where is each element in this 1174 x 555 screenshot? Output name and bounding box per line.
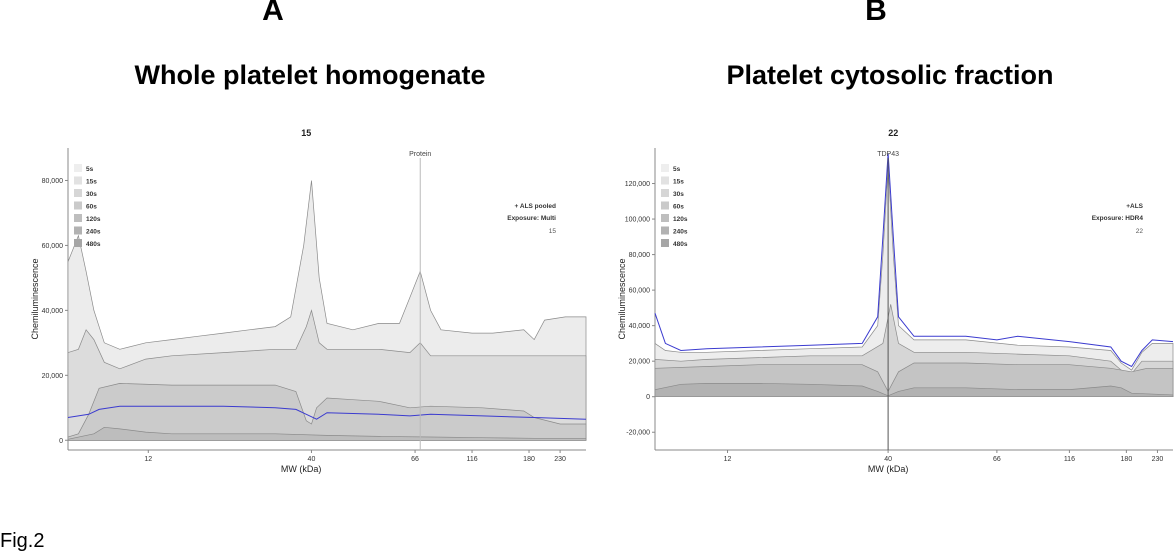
chart-title: 22 xyxy=(888,128,898,138)
y-tick-label: -20,000 xyxy=(626,430,650,437)
y-tick-label: 20,000 xyxy=(42,373,64,380)
panel-letter-a: A xyxy=(262,0,284,27)
legend-swatch-240s xyxy=(661,226,669,235)
panel-title-a: Whole platelet homogenate xyxy=(134,60,486,90)
legend-entry: 60s xyxy=(86,204,97,211)
marker-label: TDP43 xyxy=(877,151,899,158)
legend-swatch-240s xyxy=(74,226,82,235)
legend-entry: 5s xyxy=(86,166,94,173)
legend-swatch-60s xyxy=(74,201,82,210)
series-area-60s xyxy=(654,383,1174,398)
x-tick-label: 116 xyxy=(466,456,477,463)
panel-letter-b: B xyxy=(865,0,887,27)
figure-label: Fig.2 xyxy=(0,530,45,552)
info-sample: +ALS xyxy=(1126,203,1143,210)
y-tick-label: 0 xyxy=(59,438,63,445)
legend-entry: 240s xyxy=(673,229,688,236)
legend-entry: 15s xyxy=(673,179,684,186)
y-axis-label: Chemiluminescence xyxy=(30,258,40,339)
y-tick-label: 120,000 xyxy=(625,181,650,188)
legend-entry: 5s xyxy=(673,166,681,173)
info-exposure: Exposure: HDR4 xyxy=(1092,215,1144,222)
info-exposure: Exposure: Multi xyxy=(507,215,556,222)
y-tick-label: 20,000 xyxy=(629,359,651,366)
chart-title: 15 xyxy=(301,128,311,138)
legend-swatch-480s xyxy=(661,239,669,247)
x-tick-label: 12 xyxy=(144,456,152,463)
legend-swatch-30s xyxy=(661,189,669,197)
x-axis-label: MW (kDa) xyxy=(281,464,322,474)
x-tick-label: 66 xyxy=(993,456,1001,463)
x-tick-label: 116 xyxy=(1064,456,1075,463)
y-tick-label: 40,000 xyxy=(629,323,651,330)
x-axis-label: MW (kDa) xyxy=(868,464,909,474)
legend-swatch-5s xyxy=(661,164,669,172)
x-tick-label: 40 xyxy=(884,456,892,463)
legend-entry: 15s xyxy=(86,179,97,186)
y-tick-label: 80,000 xyxy=(42,178,64,185)
series-line-blue xyxy=(654,153,1174,368)
x-tick-label: 12 xyxy=(724,456,732,463)
legend-entry: 480s xyxy=(673,241,688,248)
x-tick-label: 230 xyxy=(1152,456,1164,463)
series-line-blue xyxy=(67,405,587,420)
info-sample: + ALS pooled xyxy=(515,203,556,210)
x-tick-label: 180 xyxy=(1121,456,1133,463)
legend-entry: 120s xyxy=(673,216,688,223)
info-id: 22 xyxy=(1136,228,1144,235)
legend-entry: 60s xyxy=(673,204,684,211)
legend-swatch-120s xyxy=(74,214,82,222)
y-tick-label: 100,000 xyxy=(625,217,650,224)
panel-title-b: Platelet cytosolic fraction xyxy=(726,60,1054,90)
legend-swatch-15s xyxy=(661,176,669,185)
series-area-60s xyxy=(67,426,587,441)
y-tick-label: 80,000 xyxy=(629,252,651,259)
legend-entry: 30s xyxy=(673,191,684,198)
legend-entry: 30s xyxy=(86,191,97,198)
legend-swatch-5s xyxy=(74,164,82,172)
x-tick-label: 66 xyxy=(411,456,419,463)
x-tick-label: 40 xyxy=(308,456,316,463)
legend-swatch-60s xyxy=(661,201,669,210)
x-tick-label: 230 xyxy=(554,456,566,463)
info-id: 15 xyxy=(549,228,557,235)
y-tick-label: 40,000 xyxy=(42,308,64,315)
marker-label: Protein xyxy=(409,151,431,158)
legend-swatch-120s xyxy=(661,214,669,222)
legend-swatch-15s xyxy=(74,176,82,185)
legend-entry: 480s xyxy=(86,241,101,248)
x-tick-label: 180 xyxy=(523,456,535,463)
legend-swatch-30s xyxy=(74,189,82,197)
legend-entry: 120s xyxy=(86,216,101,223)
y-tick-label: 60,000 xyxy=(42,243,64,250)
legend-swatch-480s xyxy=(74,239,82,247)
y-axis-label: Chemiluminescence xyxy=(617,258,627,339)
y-tick-label: 60,000 xyxy=(629,288,651,295)
y-tick-label: 0 xyxy=(646,394,650,401)
legend-entry: 240s xyxy=(86,229,101,236)
